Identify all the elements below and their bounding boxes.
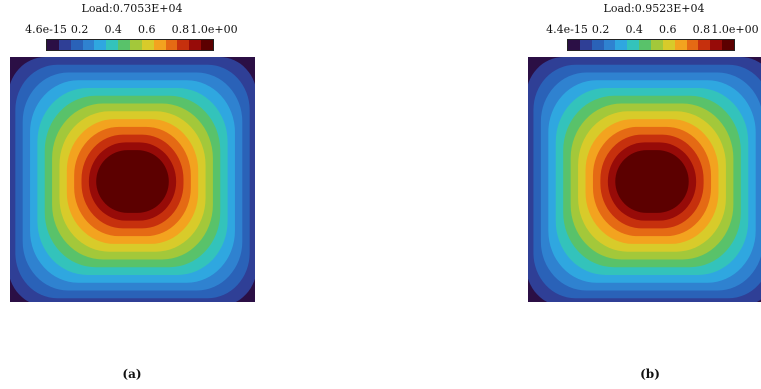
colorbar-segment bbox=[639, 40, 652, 50]
caption: (a) bbox=[122, 367, 142, 381]
colorbar-segment bbox=[686, 40, 699, 50]
colorbar-segment bbox=[662, 40, 675, 50]
colorbar-segment bbox=[165, 40, 178, 50]
colorbar-segment bbox=[568, 40, 580, 50]
colorbar-segment bbox=[118, 40, 131, 50]
colorbar-segment bbox=[698, 40, 711, 50]
colorbar-segment bbox=[722, 40, 735, 50]
colorbar-segment bbox=[47, 40, 59, 50]
tick-label: 0.4 bbox=[104, 23, 122, 36]
tick-label: 0.2 bbox=[70, 23, 89, 36]
colorbar-segment bbox=[674, 40, 687, 50]
load-title: Load:0.9523E+04 bbox=[603, 2, 705, 15]
colorbar-segment bbox=[651, 40, 663, 50]
contour-band bbox=[615, 150, 689, 213]
colorbar-segment bbox=[201, 40, 214, 50]
tick-label: 0.4 bbox=[625, 23, 643, 36]
tick-label: 1.0e+00 bbox=[711, 23, 759, 36]
tick-label: 4.6e-15 bbox=[25, 23, 67, 36]
colorbar-segment bbox=[615, 40, 628, 50]
colorbar-segment bbox=[82, 40, 95, 50]
tick-label: 0.2 bbox=[591, 23, 610, 36]
contour-band bbox=[96, 150, 169, 213]
colorbar-segment bbox=[58, 40, 71, 50]
colorbar-segment bbox=[94, 40, 107, 50]
contour-svg bbox=[528, 57, 761, 302]
colorbar-segment bbox=[70, 40, 83, 50]
tick-label: 0.6 bbox=[659, 23, 677, 36]
tick-label: 0.8 bbox=[692, 23, 711, 36]
colorbar-segment bbox=[591, 40, 604, 50]
contour-plot bbox=[528, 57, 761, 302]
colorbar-segment bbox=[106, 40, 119, 50]
tick-label: 0.6 bbox=[138, 23, 156, 36]
colorbar-segment bbox=[627, 40, 640, 50]
colorbar-segment bbox=[130, 40, 142, 50]
colorbar-segment bbox=[189, 40, 202, 50]
panel-b: Load:0.9523E+04 4.4e-15 0.2 0.4 0.6 0.8 … bbox=[518, 0, 761, 389]
load-title: Load:0.7053E+04 bbox=[81, 2, 183, 15]
contour-plot bbox=[10, 57, 255, 302]
colorbar-segment bbox=[603, 40, 616, 50]
colorbar-segment bbox=[153, 40, 166, 50]
colorbar-segment bbox=[710, 40, 723, 50]
contour-svg bbox=[10, 57, 255, 302]
tick-label: 0.8 bbox=[171, 23, 190, 36]
colorbar-segment bbox=[141, 40, 154, 50]
tick-label: 1.0e+00 bbox=[190, 23, 238, 36]
colorbar bbox=[567, 39, 735, 51]
panel-a: Load:0.7053E+04 4.6e-15 0.2 0.4 0.6 0.8 … bbox=[0, 0, 270, 389]
colorbar-segment bbox=[177, 40, 190, 50]
caption: (b) bbox=[640, 367, 660, 381]
colorbar-segment bbox=[579, 40, 592, 50]
colorbar bbox=[46, 39, 214, 51]
tick-label: 4.4e-15 bbox=[546, 23, 588, 36]
